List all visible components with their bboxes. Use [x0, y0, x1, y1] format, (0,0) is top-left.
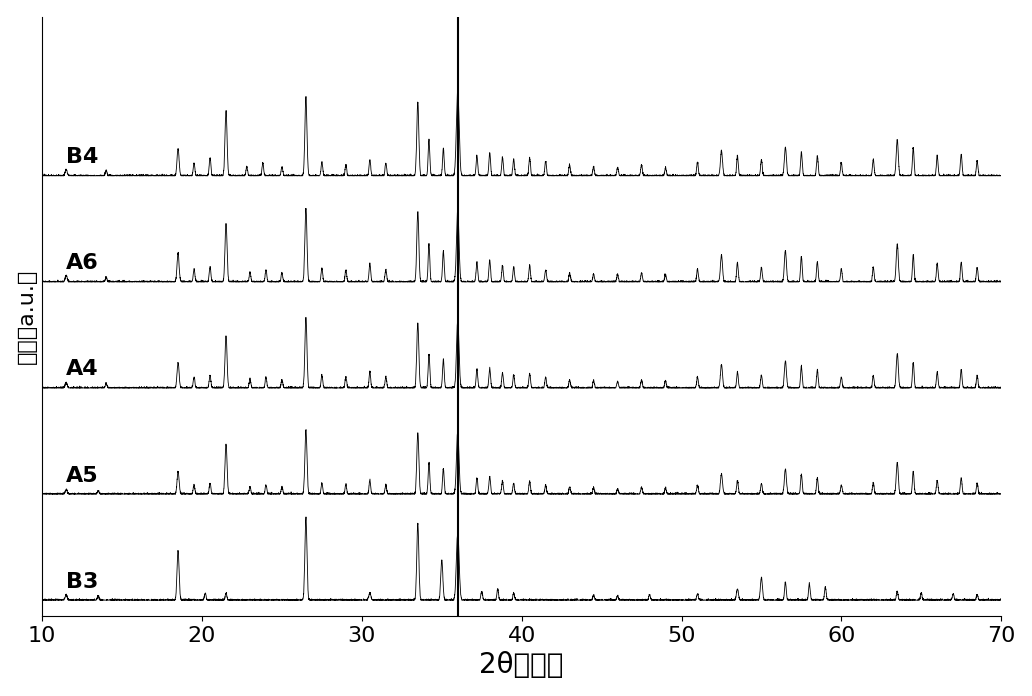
Text: A5: A5: [66, 466, 99, 486]
Text: B3: B3: [66, 571, 99, 592]
Y-axis label: 强度（a.u.）: 强度（a.u.）: [17, 269, 37, 364]
Text: A4: A4: [66, 359, 99, 379]
Text: B4: B4: [66, 148, 99, 167]
Text: A6: A6: [66, 253, 99, 274]
X-axis label: 2θ（度）: 2θ（度）: [480, 651, 563, 679]
